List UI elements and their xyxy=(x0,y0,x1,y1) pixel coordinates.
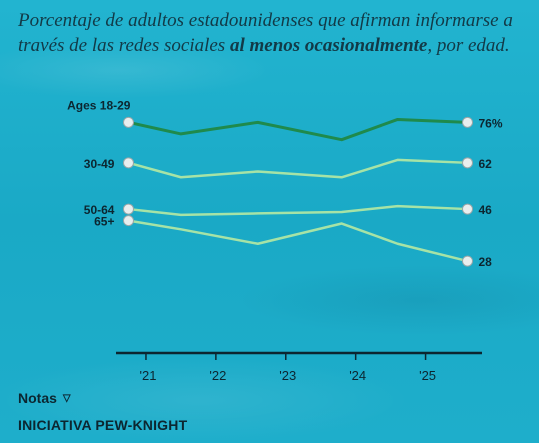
title-prefix: Porcentaje de adultos estadounidenses qu… xyxy=(18,10,513,56)
series-end-point xyxy=(462,116,474,128)
series-name-label: 65+ xyxy=(94,215,114,229)
x-tick-label: '25 xyxy=(419,368,436,383)
series-end-point xyxy=(122,116,134,128)
notes-label: Notas xyxy=(18,390,57,406)
series-end-point xyxy=(462,203,474,215)
series-end-point xyxy=(122,203,134,215)
footer-credit: INICIATIVA PEW-KNIGHT xyxy=(18,417,188,433)
series-line xyxy=(127,219,469,263)
series-end-label: 76% xyxy=(479,116,503,130)
x-tick-label: '21 xyxy=(139,368,156,383)
chart-title: Porcentaje de adultos estadounidenses qu… xyxy=(18,8,518,58)
series-end-point xyxy=(122,157,134,169)
series-name-label: Ages 18-29 xyxy=(67,98,131,112)
x-tick-label: '23 xyxy=(279,368,296,383)
series-name-label: 50-64 xyxy=(84,203,115,217)
series-end-label: 62 xyxy=(479,157,493,171)
series-end-point xyxy=(462,157,474,169)
series-line xyxy=(127,158,469,179)
x-tick-label: '22 xyxy=(209,368,226,383)
series-end-point xyxy=(122,215,134,227)
series-line xyxy=(127,204,469,217)
notes-toggle[interactable]: Notas ▽ xyxy=(18,390,71,406)
series-end-label: 28 xyxy=(479,255,493,269)
series-name-label: 30-49 xyxy=(84,157,115,171)
series-end-label: 46 xyxy=(479,203,493,217)
series-line xyxy=(126,117,470,142)
title-suffix: , por edad. xyxy=(427,35,510,56)
series-end-point xyxy=(462,255,474,267)
chevron-down-icon: ▽ xyxy=(62,392,71,404)
x-tick-label: '24 xyxy=(349,368,366,383)
title-bold: al menos ocasionalmente xyxy=(229,35,428,56)
